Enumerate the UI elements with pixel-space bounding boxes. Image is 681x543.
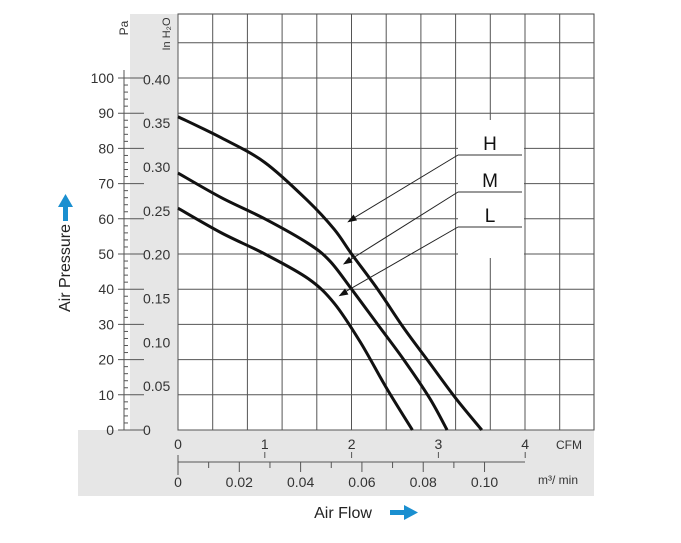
x-tick-label-m3min: 0.08 xyxy=(410,474,437,490)
x-tick-label-cfm: 3 xyxy=(435,436,443,452)
y-tick-label-inh2o: 0.05 xyxy=(143,378,170,394)
legend-arrowhead-M xyxy=(342,256,353,265)
y-tick-label-pa: 90 xyxy=(98,105,114,121)
y-axis-title: Air Pressure xyxy=(57,224,74,312)
series-line-H xyxy=(177,115,483,431)
legend-label-H: H xyxy=(483,134,497,155)
legend-arrowhead-L xyxy=(338,288,349,297)
legend-leader-M xyxy=(348,191,459,261)
y-tick-label-inh2o: 0 xyxy=(143,422,151,438)
x-tick-label-m3min: 0.06 xyxy=(348,474,375,490)
x-tick-label-cfm: 1 xyxy=(261,436,269,452)
grid-lines xyxy=(177,14,594,431)
legend-label-M: M xyxy=(482,171,498,192)
y-tick-label-inh2o: 0.10 xyxy=(143,334,170,350)
x-tick-label-m3min: 0.04 xyxy=(287,474,314,490)
legend-box xyxy=(458,120,524,258)
y-unit-primary: Pa xyxy=(117,20,131,35)
series-line-M xyxy=(177,171,449,431)
y-tick-label-pa: 0 xyxy=(106,422,114,438)
legend-leader-L xyxy=(344,226,459,293)
legend-leader-H xyxy=(353,154,459,219)
y-tick-label-inh2o: 0.15 xyxy=(143,290,170,306)
y-tick-label-pa: 10 xyxy=(98,387,114,403)
x-tick-label-cfm: 2 xyxy=(348,436,356,452)
y-tick-label-pa: 30 xyxy=(98,316,114,332)
series-line-L xyxy=(177,206,414,431)
y-unit-secondary: In H₂O xyxy=(161,17,173,50)
y-tick-label-inh2o: 0.30 xyxy=(143,159,170,175)
y-tick-label-pa: 100 xyxy=(91,70,115,86)
y-tick-label-pa: 80 xyxy=(98,140,114,156)
legend: HML xyxy=(338,120,524,297)
x-unit-secondary: m³/ min xyxy=(538,473,578,487)
x-tick-label-m3min: 0.02 xyxy=(226,474,253,490)
y-tick-label-inh2o: 0.40 xyxy=(143,71,170,87)
y-tick-label-pa: 40 xyxy=(98,281,114,297)
y-tick-label-pa: 70 xyxy=(98,176,114,192)
x-tick-label-m3min: 0.10 xyxy=(471,474,498,490)
x-tick-label-cfm: 4 xyxy=(521,436,529,452)
legend-arrowhead-H xyxy=(347,214,358,223)
x-unit-primary: CFM xyxy=(556,438,582,452)
axis-panel xyxy=(130,14,180,464)
y-tick-label-inh2o: 0.35 xyxy=(143,115,170,131)
x-axis-arrow-icon xyxy=(390,505,418,520)
y-tick-label-inh2o: 0.25 xyxy=(143,203,170,219)
axes: 010203040506070809010000.050.100.150.200… xyxy=(91,70,529,490)
x-axis-title: Air Flow xyxy=(314,505,372,522)
y-axis-arrow-icon xyxy=(58,194,73,221)
y-tick-label-pa: 50 xyxy=(98,246,114,262)
x-tick-label-m3min: 0 xyxy=(174,474,182,490)
series-group xyxy=(177,115,483,431)
axis-panel-bottom xyxy=(78,430,594,496)
legend-label-L: L xyxy=(485,206,496,227)
y-tick-label-inh2o: 0.20 xyxy=(143,247,170,263)
x-tick-label-cfm: 0 xyxy=(174,436,182,452)
y-tick-label-pa: 60 xyxy=(98,211,114,227)
y-tick-label-pa: 20 xyxy=(98,352,114,368)
